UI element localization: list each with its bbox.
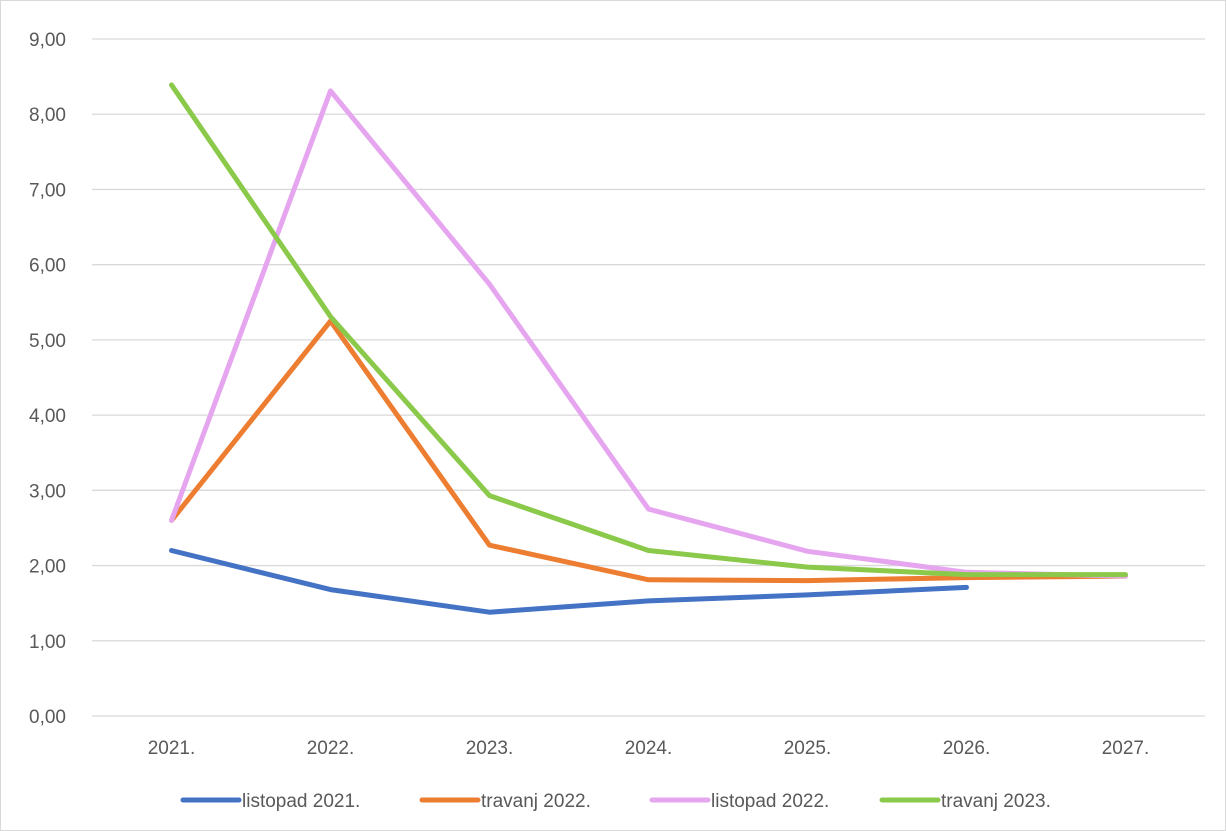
x-tick-label: 2023.	[466, 738, 514, 759]
y-tick-label: 9,00	[29, 30, 66, 51]
legend-label: listopad 2021.	[242, 791, 360, 812]
y-tick-label: 3,00	[29, 481, 66, 502]
y-tick-label: 0,00	[29, 707, 66, 728]
legend-label: travanj 2023.	[941, 791, 1051, 812]
legend-label: travanj 2022.	[481, 791, 591, 812]
x-tick-label: 2021.	[148, 738, 196, 759]
y-tick-label: 4,00	[29, 406, 66, 427]
gridlines	[92, 38, 1205, 717]
y-tick-label: 1,00	[29, 632, 66, 653]
series-lines	[169, 82, 1128, 615]
y-tick-label: 7,00	[29, 180, 66, 201]
x-tick-label: 2024.	[625, 738, 673, 759]
y-axis-tick-labels: 0,00 1,00 2,00 3,00 4,00 5,00 6,00 7,00 8,00 9,00	[29, 30, 66, 728]
y-tick-label: 6,00	[29, 256, 66, 277]
x-tick-label: 2027.	[1102, 738, 1150, 759]
legend: listopad 2021. travanj 2022. listopad 2022…	[180, 791, 1051, 812]
y-tick-label: 2,00	[29, 557, 66, 578]
x-tick-label: 2022.	[307, 738, 355, 759]
series-line-3	[169, 88, 1128, 579]
x-tick-label: 2025.	[784, 738, 832, 759]
series-line-2	[169, 318, 1128, 584]
x-tick-label: 2026.	[943, 738, 991, 759]
y-tick-label: 8,00	[29, 105, 66, 126]
x-axis-tick-labels: 2021. 2022. 2023. 2024. 2025. 2026. 2027.	[148, 738, 1150, 759]
y-tick-label: 5,00	[29, 331, 66, 352]
series-line-1	[169, 548, 969, 615]
series-line-4	[169, 82, 1128, 578]
legend-label: listopad 2022.	[711, 791, 829, 812]
